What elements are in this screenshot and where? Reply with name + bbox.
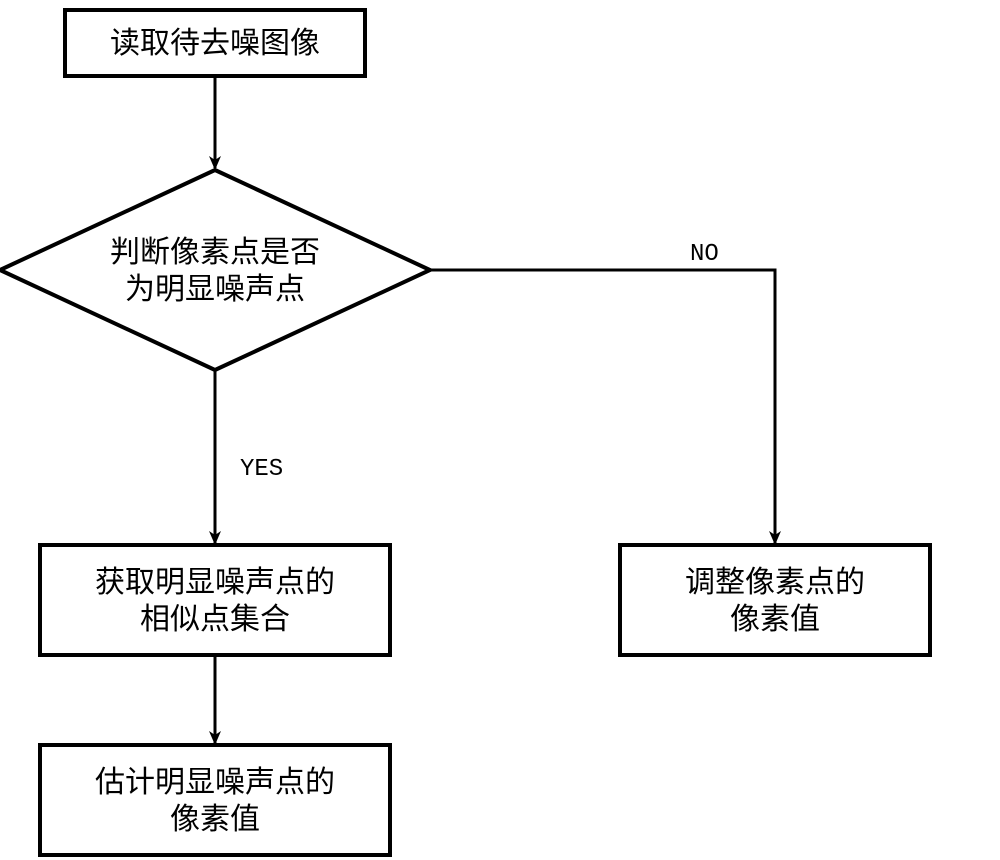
node-yes-text-1: 获取明显噪声点的: [95, 566, 335, 599]
label-yes: YES: [240, 456, 283, 483]
label-no: NO: [690, 241, 719, 268]
node-start-text: 读取待去噪图像: [110, 27, 320, 60]
node-yes-box: [40, 545, 390, 655]
node-decision-text-2: 为明显噪声点: [125, 273, 305, 306]
node-no-box: [620, 545, 930, 655]
node-no-text-2: 像素值: [730, 603, 820, 636]
node-final-text-2: 像素值: [170, 803, 260, 836]
node-no-text-1: 调整像素点的: [685, 566, 865, 599]
edge-decision-no: [430, 270, 775, 543]
node-final-text-1: 估计明显噪声点的: [95, 766, 335, 799]
node-decision-text-1: 判断像素点是否: [110, 236, 320, 269]
node-final-box: [40, 745, 390, 855]
node-yes-text-2: 相似点集合: [140, 603, 290, 636]
node-decision: [0, 170, 430, 370]
